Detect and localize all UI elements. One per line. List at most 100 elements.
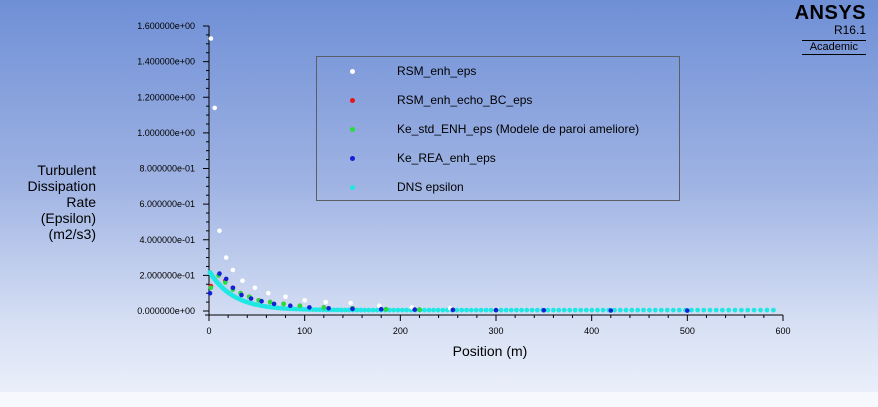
data-point-DNS-epsilon — [676, 307, 682, 313]
y-axis-title-line: (Epsilon) — [40, 210, 96, 226]
data-point-RSM_enh_eps — [217, 228, 222, 234]
data-point-Ke_REA_enh_eps — [685, 308, 690, 313]
data-point-RSM_enh_eps — [230, 267, 236, 273]
data-point-DNS-epsilon — [374, 307, 380, 313]
data-point-DNS-epsilon — [342, 307, 348, 313]
data-point-DNS-epsilon — [488, 307, 494, 313]
x-tick-label: 100 — [297, 326, 312, 336]
x-tick-label: 200 — [393, 326, 408, 336]
data-point-DNS-epsilon — [514, 307, 519, 313]
data-point-Ke_REA_enh_eps — [326, 306, 331, 311]
data-point-DNS-epsilon — [503, 307, 509, 313]
y-tick-label: 6.000000e-01 — [139, 199, 195, 209]
y-axis-title-line: (m2/s3) — [48, 226, 96, 242]
legend-item: DNS epsilon — [317, 178, 679, 198]
data-point-DNS-epsilon — [404, 307, 409, 313]
data-point-DNS-epsilon — [670, 307, 676, 313]
data-point-Ke_REA_enh_eps — [608, 308, 614, 313]
y-axis-title-line: Dissipation — [27, 178, 96, 194]
data-point-DNS-epsilon — [647, 307, 652, 313]
data-point-Ke_REA_enh_eps — [217, 271, 222, 276]
data-point-RSM_enh_eps — [208, 36, 214, 41]
data-point-Ke_REA_enh_eps — [207, 290, 213, 296]
data-point-DNS-epsilon — [478, 307, 484, 313]
data-point-DNS-epsilon — [399, 307, 405, 313]
bottom-strip — [0, 392, 878, 407]
data-point-DNS-epsilon — [534, 307, 540, 313]
data-point-DNS-epsilon — [764, 307, 770, 313]
data-point-DNS-epsilon — [524, 307, 530, 313]
legend-label: DNS epsilon — [397, 180, 464, 194]
y-tick-label: 1.400000e+00 — [137, 57, 195, 67]
data-point-Ke_std_ENH_eps — [267, 299, 273, 305]
ansys-logo: ANSYS R16.1 Academic — [795, 3, 866, 55]
data-point-RSM_enh_eps — [323, 299, 329, 305]
data-point-DNS-epsilon — [310, 307, 316, 312]
legend-marker — [350, 156, 355, 161]
data-point-Ke_std_ENH_eps — [223, 280, 228, 285]
data-point-DNS-epsilon — [720, 307, 725, 313]
y-tick-label: 1.200000e+00 — [137, 92, 195, 102]
data-point-Ke_std_ENH_eps — [321, 305, 327, 310]
data-point-DNS-epsilon — [635, 307, 641, 313]
data-point-DNS-epsilon — [595, 307, 600, 313]
data-point-DNS-epsilon — [317, 307, 323, 313]
brand-edition: Academic — [801, 40, 866, 55]
data-point-DNS-epsilon — [454, 307, 460, 313]
data-point-DNS-epsilon — [370, 307, 376, 313]
data-point-DNS-epsilon — [758, 307, 763, 313]
data-point-DNS-epsilon — [751, 307, 757, 313]
data-point-DNS-epsilon — [354, 307, 360, 313]
x-tick-label: 400 — [584, 326, 599, 336]
legend-marker — [350, 127, 355, 132]
data-point-DNS-epsilon — [629, 307, 635, 313]
legend-item: RSM_enh_eps — [317, 62, 679, 82]
legend-marker — [350, 69, 355, 74]
data-point-DNS-epsilon — [391, 307, 397, 313]
data-point-DNS-epsilon — [695, 307, 700, 313]
data-point-DNS-epsilon — [641, 307, 646, 313]
data-point-Ke_REA_enh_eps — [230, 285, 236, 291]
y-tick-label: 1.000000e+00 — [137, 128, 195, 138]
data-point-RSM_enh_eps — [240, 278, 245, 284]
data-point-RSM_enh_eps — [266, 290, 271, 296]
data-point-DNS-epsilon — [473, 307, 479, 313]
data-point-DNS-epsilon — [578, 307, 584, 313]
data-point-RSM_enh_eps — [212, 105, 217, 111]
data-point-DNS-epsilon — [440, 307, 446, 313]
brand-name: ANSYS — [794, 2, 866, 24]
data-point-DNS-epsilon — [617, 307, 623, 313]
legend-label: RSM_enh_eps — [397, 64, 477, 78]
data-point-DNS-epsilon — [556, 307, 562, 313]
data-point-DNS-epsilon — [519, 307, 524, 313]
data-point-DNS-epsilon — [664, 307, 670, 313]
data-point-DNS-epsilon — [545, 307, 551, 313]
legend-marker — [350, 98, 355, 103]
y-axis-title-line: Turbulent — [37, 162, 96, 178]
data-point-Ke_std_ENH_eps — [281, 301, 286, 307]
data-point-DNS-epsilon — [508, 307, 514, 313]
data-point-RSM_enh_eps — [223, 255, 229, 260]
data-point-Ke_REA_enh_eps — [248, 296, 254, 301]
data-point-DNS-epsilon — [387, 307, 392, 313]
data-point-DNS-epsilon — [435, 307, 441, 313]
data-point-DNS-epsilon — [732, 307, 738, 313]
data-point-DNS-epsilon — [303, 307, 309, 312]
y-tick-label: 4.000000e-01 — [139, 235, 195, 245]
legend-label: Ke_std_ENH_eps (Modele de paroi ameliore… — [397, 122, 640, 136]
x-tick-label: 500 — [680, 326, 695, 336]
y-tick-label: 8.000000e-01 — [139, 164, 195, 174]
data-point-Ke_std_ENH_eps — [383, 306, 389, 312]
y-tick-label: 2.000000e-01 — [139, 270, 195, 280]
data-point-DNS-epsilon — [589, 307, 595, 313]
data-point-Ke_REA_enh_eps — [307, 305, 312, 310]
data-point-DNS-epsilon — [623, 307, 629, 313]
x-tick-label: 600 — [775, 326, 790, 336]
data-point-Ke_REA_enh_eps — [223, 276, 229, 282]
data-point-DNS-epsilon — [551, 307, 556, 313]
y-tick-label: 0.000000e+00 — [137, 306, 195, 316]
data-point-Ke_REA_enh_eps — [259, 298, 264, 304]
data-point-Ke_REA_enh_eps — [541, 308, 547, 313]
legend-label: Ke_REA_enh_eps — [397, 151, 496, 165]
legend: RSM_enh_eps RSM_enh_echo_BC_eps Ke_std_E… — [316, 56, 680, 201]
